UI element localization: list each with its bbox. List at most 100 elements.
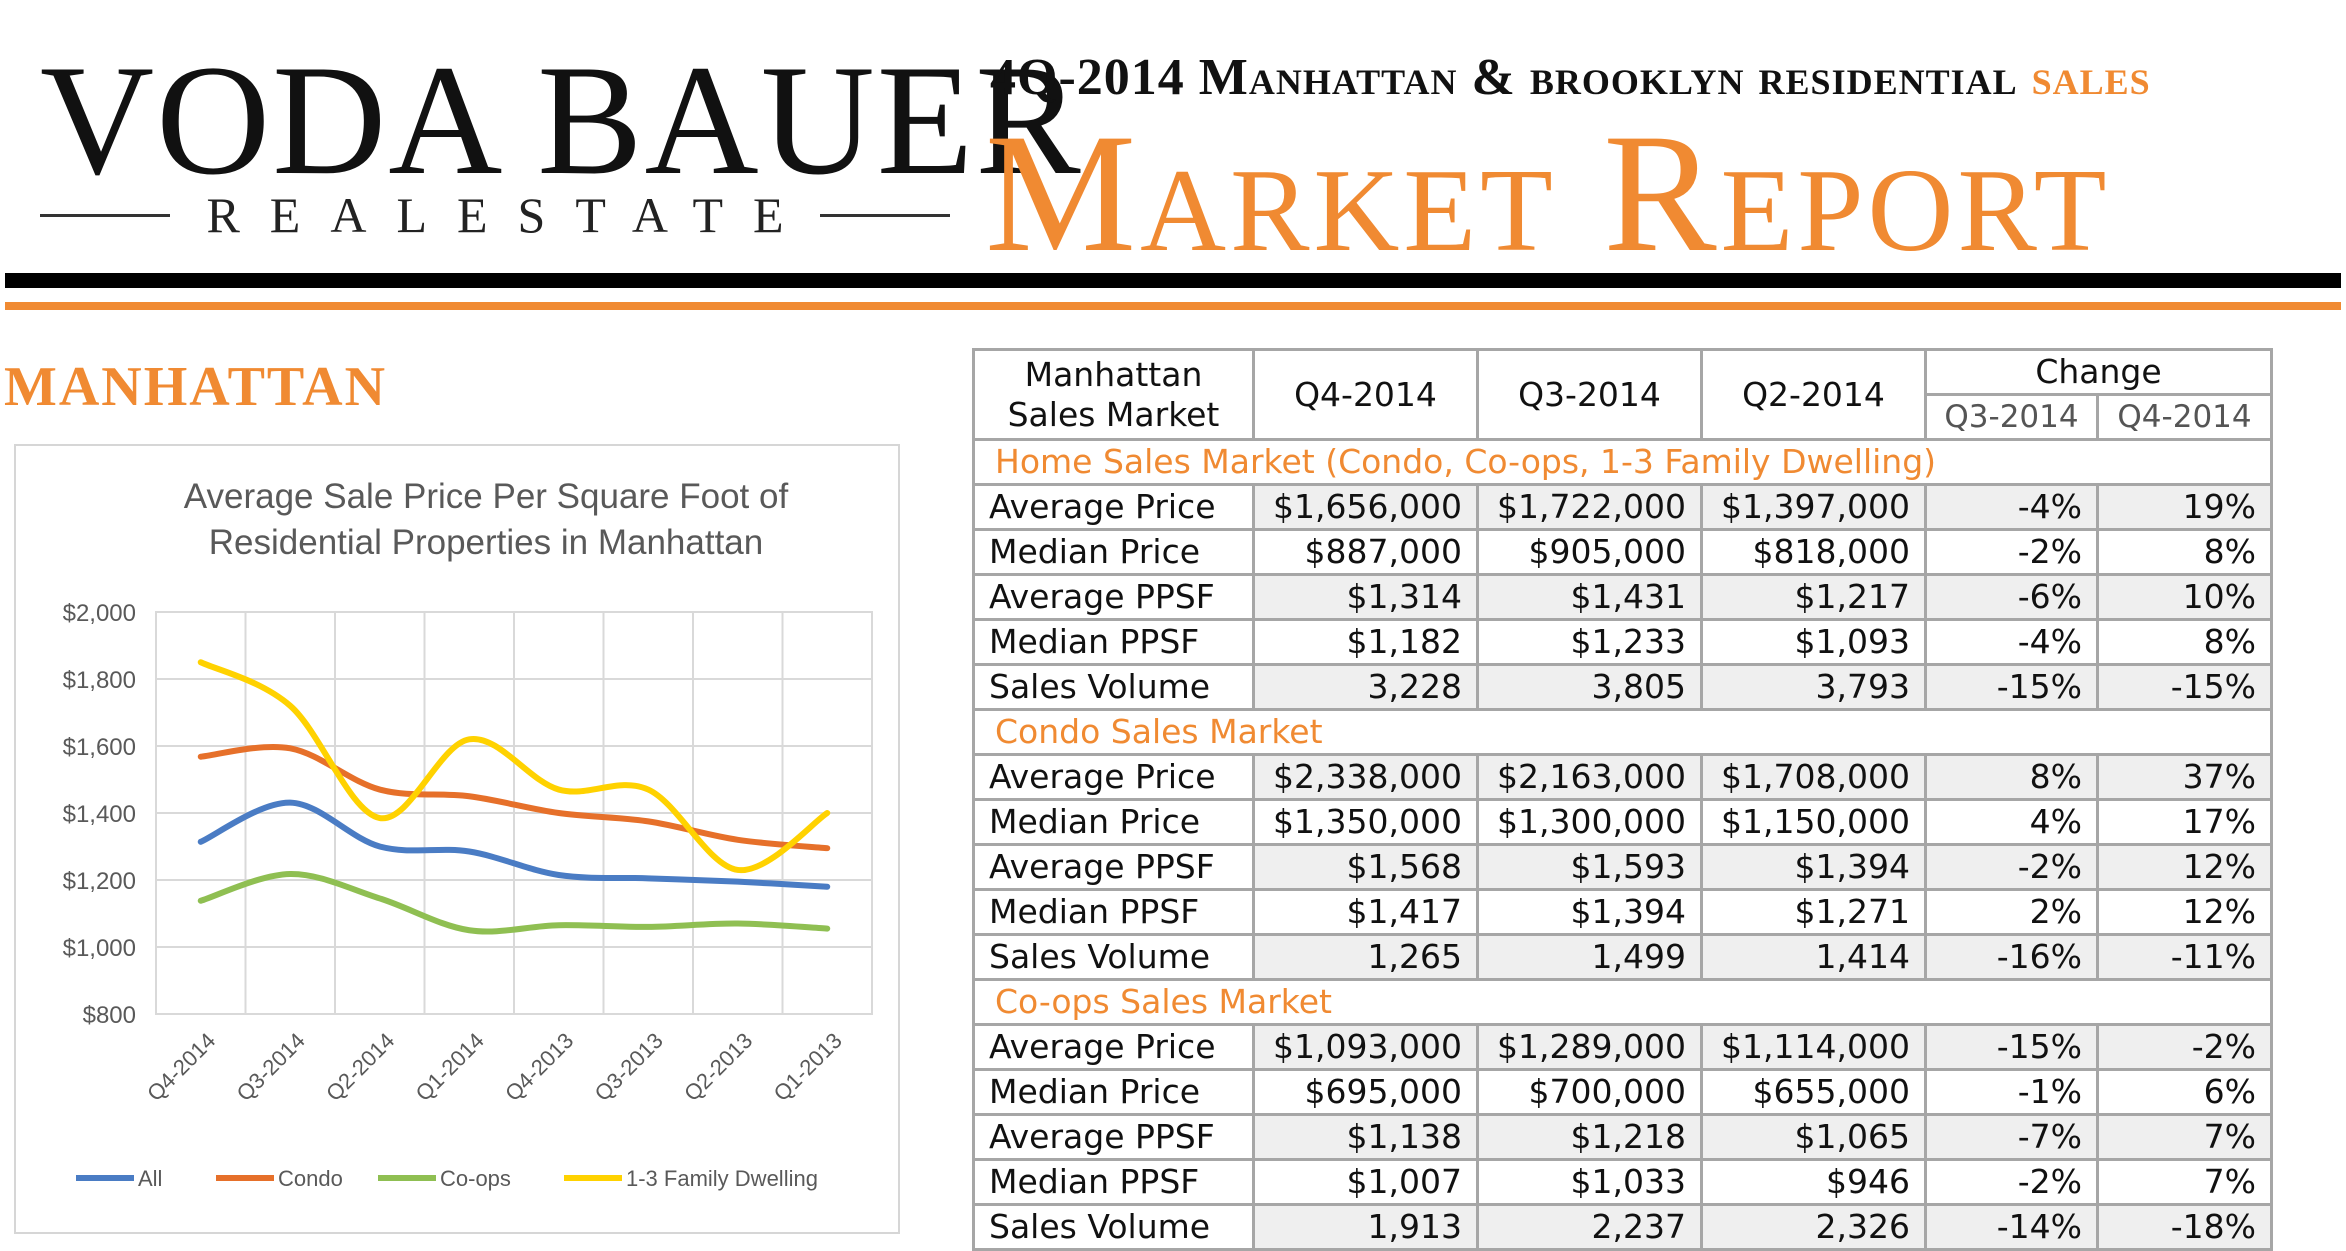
chart-title: Average Sale Price Per Square Foot of [184, 477, 789, 516]
header-divider-black [5, 273, 2341, 288]
market-label-line-2: Sales Market [1007, 394, 1220, 434]
change-cell: -2% [1924, 528, 2099, 576]
table-row: Median Price $887,000 $905,000 $818,000 -2% 8… [972, 528, 2274, 576]
y-tick-label: $2,000 [63, 600, 136, 627]
value-cell: $1,593 [1476, 843, 1703, 891]
table-body: Home Sales Market (Condo, Co-ops, 1-3 Fa… [971, 438, 2274, 1251]
change-cell: -4% [1924, 483, 2099, 531]
change-cell: 8% [2095, 618, 2274, 666]
value-cell: 1,499 [1476, 933, 1703, 981]
change-cell: -6% [1924, 573, 2099, 621]
value-cell: $1,114,000 [1700, 1023, 1927, 1071]
value-cell: 1,414 [1700, 933, 1927, 981]
change-cell: -15% [2095, 663, 2274, 711]
value-cell: $1,300,000 [1476, 798, 1703, 846]
value-cell: $1,397,000 [1700, 483, 1927, 531]
change-cell: 8% [2095, 528, 2274, 576]
value-cell: $1,150,000 [1700, 798, 1927, 846]
series-line-all [197, 799, 831, 890]
value-cell: $887,000 [1252, 528, 1479, 576]
row-label: Median PPSF [972, 888, 1255, 936]
table-row: Median PPSF $1,007 $1,033 $946 -2% 7% [972, 1158, 2274, 1206]
value-cell: $2,163,000 [1476, 753, 1703, 801]
y-tick-label: $1,200 [63, 868, 136, 895]
table-row: Median PPSF $1,417 $1,394 $1,271 2% 12% [972, 888, 2274, 936]
change-period-header: Q3-2014 [1924, 393, 2099, 441]
table-row: Average PPSF $1,314 $1,431 $1,217 -6% 10% [972, 573, 2274, 621]
value-cell: 1,913 [1252, 1203, 1479, 1251]
section-row: Home Sales Market (Condo, Co-ops, 1-3 Fa… [971, 438, 2274, 486]
report-subtitle-accent: sales [2031, 49, 2151, 106]
change-cell: -11% [2095, 933, 2274, 981]
series-line-1-3-family-dwelling [197, 659, 831, 873]
value-cell: $1,431 [1476, 573, 1703, 621]
row-label: Average Price [972, 1023, 1255, 1071]
row-label: Median Price [972, 1068, 1255, 1116]
table-row: Median Price $1,350,000 $1,300,000 $1,150,0… [972, 798, 2274, 846]
table-row: Average PPSF $1,138 $1,218 $1,065 -7% 7% [972, 1113, 2274, 1161]
report-subtitle: 4Q-2014 Manhattan & brooklyn residential… [990, 48, 2320, 107]
change-cell: 19% [2095, 483, 2274, 531]
value-cell: $2,338,000 [1252, 753, 1479, 801]
change-cell: -7% [1924, 1113, 2099, 1161]
legend-label: 1-3 Family Dwelling [626, 1166, 818, 1191]
change-cell: -2% [2095, 1023, 2274, 1071]
row-label: Average Price [972, 483, 1255, 531]
value-cell: 3,228 [1252, 663, 1479, 711]
value-cell: 3,805 [1476, 663, 1703, 711]
value-cell: $1,568 [1252, 843, 1479, 891]
value-cell: $700,000 [1476, 1068, 1703, 1116]
change-cell: -4% [1924, 618, 2099, 666]
logo-rule-left [40, 213, 171, 217]
change-cell: -15% [1924, 1023, 2099, 1071]
table-row: Average PPSF $1,568 $1,593 $1,394 -2% 12% [972, 843, 2274, 891]
value-cell: $1,007 [1252, 1158, 1479, 1206]
row-label: Median PPSF [972, 618, 1255, 666]
change-period-header: Q4-2014 [2095, 393, 2274, 441]
series-line-condo [197, 743, 831, 852]
y-tick-label: $800 [83, 1002, 136, 1029]
value-cell: $1,182 [1252, 618, 1479, 666]
table-row: Sales Volume 3,228 3,805 3,793 -15% -15% [972, 663, 2274, 711]
value-cell: $1,065 [1700, 1113, 1927, 1161]
change-cell: 6% [2095, 1068, 2274, 1116]
logo-subtitle-text: REALESTATE [206, 187, 814, 243]
value-cell: 2,326 [1700, 1203, 1927, 1251]
change-cell: 10% [2095, 573, 2274, 621]
section-title-cell: Co-ops Sales Market [971, 978, 2274, 1026]
change-cell: -18% [2095, 1203, 2274, 1251]
value-cell: $655,000 [1700, 1068, 1927, 1116]
section-title-cell: Home Sales Market (Condo, Co-ops, 1-3 Fa… [971, 438, 2274, 486]
value-cell: $1,722,000 [1476, 483, 1703, 531]
section-row: Co-ops Sales Market [971, 978, 2274, 1026]
change-cell: -14% [1924, 1203, 2099, 1251]
change-header: Change [1923, 348, 2274, 396]
company-logo-subtitle: REALESTATE [40, 185, 950, 245]
table-row: Median Price $695,000 $700,000 $655,000 -1% 6… [972, 1068, 2274, 1116]
market-label-header: Manhattan Sales Market [972, 348, 1255, 441]
change-cell: -16% [1924, 933, 2099, 981]
change-cell: 8% [1924, 753, 2099, 801]
section-row: Condo Sales Market [971, 708, 2274, 756]
section-title: MANHATTAN [4, 356, 388, 418]
row-label: Sales Volume [972, 1203, 1255, 1251]
change-cell: 37% [2095, 753, 2274, 801]
market-table: Manhattan Sales Market Q4-2014 Q3-2014 Q… [971, 348, 2274, 1251]
change-cell: 7% [2095, 1113, 2274, 1161]
change-cell: 2% [1924, 888, 2099, 936]
x-tick-label: Q1-2014 [411, 1028, 489, 1106]
change-cell: 4% [1924, 798, 2099, 846]
row-label: Median Price [972, 528, 1255, 576]
table-row: Median PPSF $1,182 $1,233 $1,093 -4% 8% [972, 618, 2274, 666]
value-cell: $1,217 [1700, 573, 1927, 621]
row-label: Average PPSF [972, 843, 1255, 891]
section-title-cell: Condo Sales Market [971, 708, 2274, 756]
value-cell: $1,138 [1252, 1113, 1479, 1161]
table-row: Sales Volume 1,265 1,499 1,414 -16% -11% [972, 933, 2274, 981]
value-cell: $1,394 [1476, 888, 1703, 936]
value-cell: $1,417 [1252, 888, 1479, 936]
change-cell: -2% [1924, 843, 2099, 891]
change-cell: 12% [2095, 843, 2274, 891]
value-cell: $818,000 [1700, 528, 1927, 576]
x-tick-label: Q2-2013 [679, 1028, 757, 1106]
